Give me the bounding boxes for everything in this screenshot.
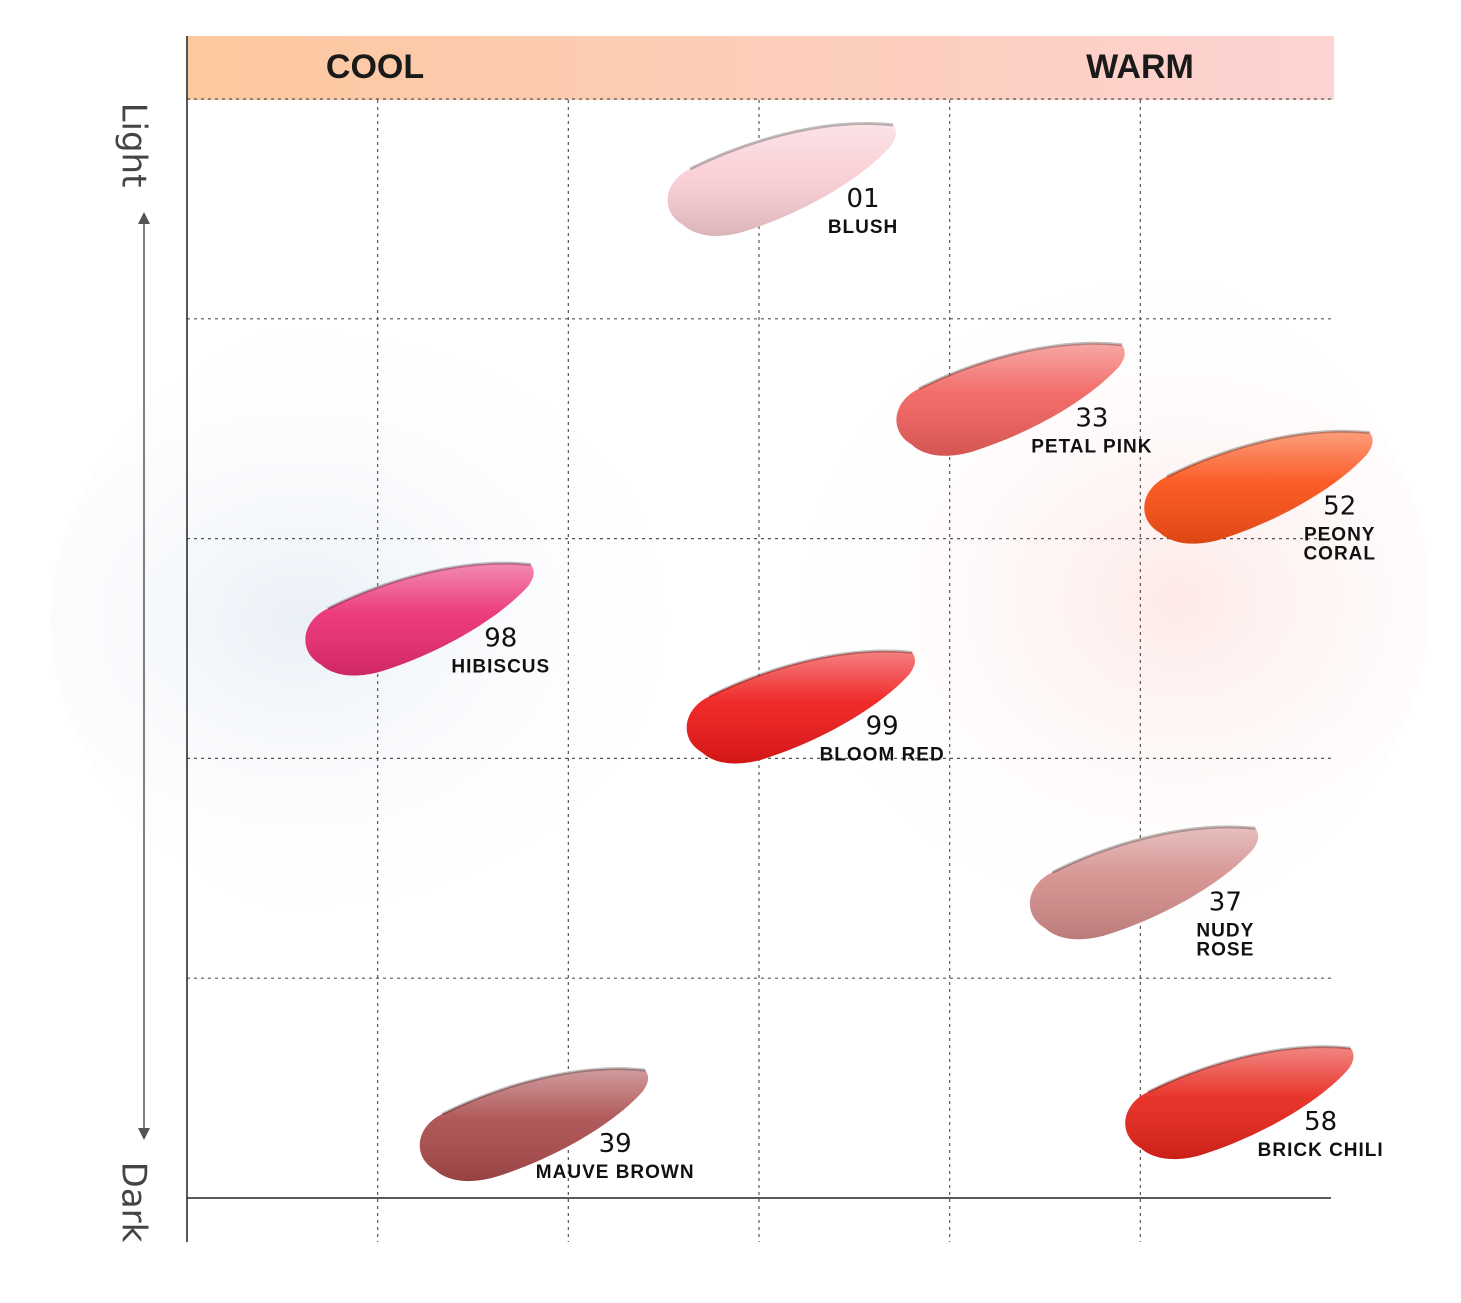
- light-label: Light: [114, 103, 154, 188]
- shade-code-label: 33: [1075, 404, 1108, 434]
- shade-code-label: 01: [847, 184, 880, 214]
- shade-name-label: ROSE: [1196, 939, 1254, 960]
- shade-name-label: PEONY: [1304, 525, 1376, 546]
- shade-name-label: NUDY: [1196, 920, 1254, 941]
- shade-swatch: [419, 1067, 649, 1182]
- shade-name-label: MAUVE BROWN: [536, 1162, 695, 1183]
- shade-swatch: [1029, 825, 1259, 940]
- warm-label: WARM: [1086, 48, 1194, 86]
- cool-label: COOL: [326, 48, 424, 86]
- shade-name-label: BRICK CHILI: [1258, 1140, 1384, 1161]
- shade-name-label: PETAL PINK: [1031, 437, 1152, 458]
- swatch-sheen: [1125, 1046, 1354, 1160]
- swatch-edge: [689, 122, 894, 171]
- dark-label: Dark: [114, 1162, 154, 1243]
- shade-name-label: BLUSH: [828, 217, 898, 238]
- shade-name-label: HIBISCUS: [451, 657, 550, 678]
- shade-code-label: 99: [866, 711, 899, 741]
- shade-swatch: [667, 122, 896, 236]
- swatch-sheen: [1144, 431, 1373, 544]
- swatch-sheen: [896, 343, 1125, 456]
- swatch-sheen: [686, 651, 915, 764]
- shade-swatch: [1144, 429, 1373, 544]
- warm-glow: [590, 240, 1430, 960]
- swatch-sheen: [419, 1068, 649, 1182]
- swatch-sheen: [305, 563, 534, 676]
- shade-swatches: [305, 122, 1373, 1182]
- swatch-sheen: [667, 123, 896, 236]
- swatch-edge: [327, 561, 531, 610]
- shade-name-label: CORAL: [1303, 544, 1376, 565]
- swatch-sheen: [1029, 826, 1259, 940]
- shade-swatch: [1125, 1045, 1354, 1160]
- swatch-edge: [1146, 1045, 1351, 1094]
- temperature-header: [187, 36, 1334, 100]
- swatch-edge: [708, 649, 913, 698]
- shade-code-label: 98: [484, 624, 517, 654]
- shade-code-label: 37: [1209, 887, 1242, 917]
- shade-swatch: [896, 341, 1125, 456]
- shade-code-label: 39: [599, 1129, 632, 1159]
- shade-swatch: [305, 561, 534, 676]
- swatch-edge: [441, 1067, 646, 1116]
- shade-code-label: 58: [1304, 1107, 1337, 1137]
- swatch-edge: [1051, 825, 1256, 874]
- shade-name-label: BLOOM RED: [820, 744, 945, 765]
- shade-code-label: 52: [1323, 492, 1356, 522]
- shade-swatch: [686, 649, 915, 764]
- swatch-edge: [918, 341, 1123, 391]
- grid: [187, 98, 1331, 1242]
- swatch-edge: [1166, 429, 1370, 478]
